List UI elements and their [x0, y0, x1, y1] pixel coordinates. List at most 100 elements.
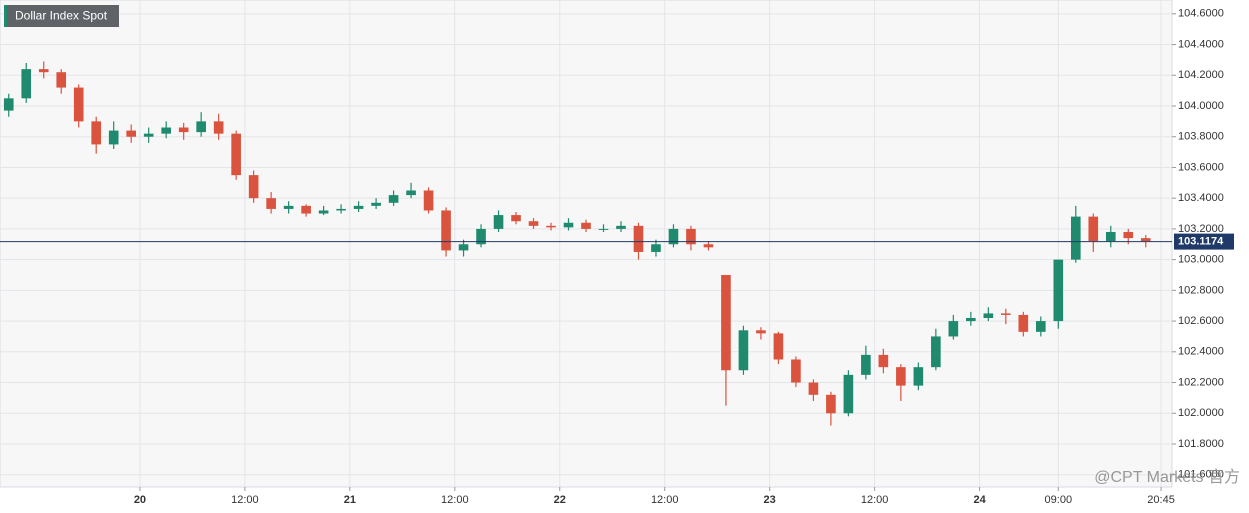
candle-body [686, 228, 696, 245]
candle-body [721, 274, 731, 371]
candle-body [21, 69, 32, 99]
candle-body [161, 127, 171, 134]
current-price-box [1174, 233, 1234, 250]
candle-body [843, 374, 854, 414]
y-tick-label: 103.0000 [1178, 254, 1224, 266]
candle-body [826, 394, 836, 414]
y-tick-label: 103.8000 [1178, 131, 1224, 143]
candle-body [511, 215, 521, 222]
x-tick-label: 12:00 [231, 494, 259, 506]
candle-body [493, 215, 504, 229]
plot-area [0, 0, 1173, 488]
y-tick-label: 102.6000 [1178, 315, 1224, 327]
candle-body [353, 205, 364, 209]
candle-body [966, 318, 976, 322]
candle-body [56, 72, 67, 88]
x-tick-label: 12:00 [651, 494, 679, 506]
candle-body [791, 359, 801, 383]
candle-body [441, 210, 451, 251]
candle-body [1018, 314, 1029, 332]
x-tick-label: 12:00 [861, 494, 889, 506]
candle-body [1001, 313, 1011, 315]
current-price-label: 103.1174 [1178, 236, 1224, 248]
y-tick-label: 103.4000 [1178, 192, 1224, 204]
y-tick-label: 102.0000 [1178, 407, 1224, 419]
x-tick-label: 09:00 [1045, 494, 1073, 506]
candle-body [616, 225, 626, 229]
x-tick-label: 23 [764, 494, 776, 506]
candle-body [668, 228, 679, 245]
candle-body [1123, 231, 1134, 239]
candle-body [283, 205, 294, 209]
x-tick-label: 24 [973, 494, 986, 506]
candle-body [301, 205, 311, 214]
candle-body [1140, 238, 1151, 242]
y-tick-label: 103.6000 [1178, 161, 1224, 173]
candle-body [126, 130, 137, 137]
y-tick-label: 104.4000 [1178, 38, 1224, 50]
title-accent [4, 5, 7, 27]
title-box [4, 5, 119, 27]
candle-body [196, 121, 206, 133]
candle-body [598, 228, 609, 230]
x-tick-label: 12:00 [441, 494, 469, 506]
candle-body [1105, 231, 1116, 242]
candle-body [178, 127, 189, 133]
candle-body [108, 130, 119, 145]
y-tick-label: 102.2000 [1178, 376, 1224, 388]
candle-body [336, 208, 346, 211]
watermark: @CPT Markets 官方 [1094, 468, 1240, 486]
candle-body [476, 228, 486, 245]
candle-body [581, 222, 591, 229]
candle-body [931, 336, 941, 368]
candle-body [1070, 216, 1081, 260]
candle-body [1053, 259, 1064, 322]
candle-body [213, 121, 224, 134]
candle-body [738, 330, 749, 371]
y-tick-label: 101.6000 [1178, 469, 1224, 481]
candle-body [3, 98, 14, 111]
candle-body [773, 333, 784, 360]
candle-body [878, 354, 889, 368]
candle-body [913, 367, 924, 386]
y-tick-label: 103.2000 [1178, 223, 1224, 235]
candle-body [371, 202, 381, 206]
chart-title: Dollar Index Spot [15, 9, 108, 23]
candle-body [756, 330, 766, 334]
candle-body [896, 367, 906, 386]
candle-body [528, 221, 539, 226]
candle-body [423, 190, 434, 211]
candle-body [388, 195, 399, 203]
candle-body [458, 244, 469, 251]
candle-body [231, 133, 241, 176]
y-tick-label: 104.6000 [1178, 8, 1224, 20]
y-tick-label: 102.4000 [1178, 346, 1224, 358]
y-tick-label: 102.8000 [1178, 284, 1224, 296]
candle-body [1035, 321, 1046, 332]
candle-body [633, 225, 644, 252]
x-tick-label: 20 [134, 494, 146, 506]
candle-body [266, 198, 276, 209]
y-tick-label: 104.0000 [1178, 100, 1224, 112]
candle-body [703, 244, 714, 248]
candle-body [143, 133, 154, 137]
candle-body [248, 175, 259, 199]
candle-body [861, 354, 871, 375]
candle-body [406, 190, 416, 196]
y-tick-label: 101.8000 [1178, 438, 1224, 450]
candle-body [563, 222, 574, 228]
candle-body [808, 382, 819, 395]
candle-body [546, 225, 556, 228]
x-tick-label: 21 [344, 494, 356, 506]
candle-body [318, 210, 329, 214]
candle-body [651, 244, 661, 252]
y-tick-label: 104.2000 [1178, 69, 1224, 81]
candle-body [91, 121, 102, 145]
candle-body [983, 313, 994, 319]
x-tick-label: 20:45 [1147, 494, 1175, 506]
candle-body [38, 69, 49, 73]
x-tick-label: 22 [554, 494, 566, 506]
candle-body [948, 321, 959, 337]
candle-body [1088, 216, 1099, 242]
